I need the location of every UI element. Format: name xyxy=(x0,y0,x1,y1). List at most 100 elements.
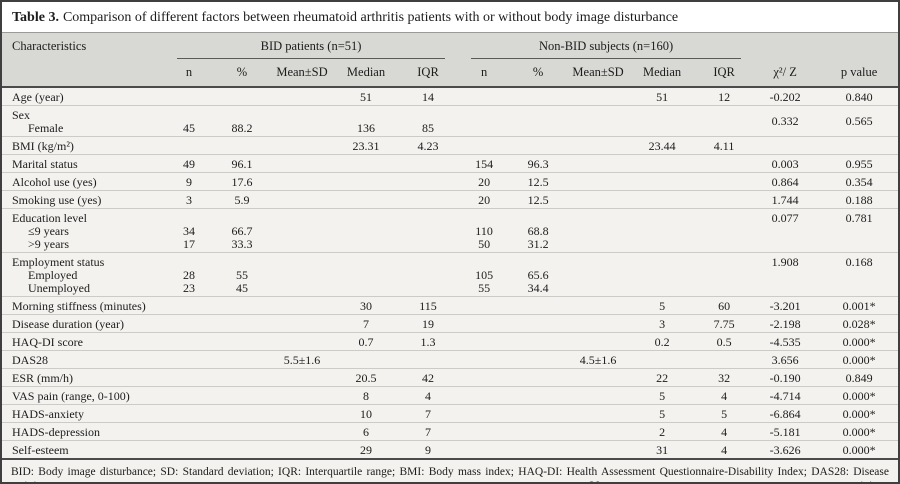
table-row: Self-esteem 29 9 31 4 -3.626 0.000* xyxy=(2,440,898,459)
value-cell xyxy=(458,423,510,441)
value-cell: 3 xyxy=(630,315,694,333)
value-cell xyxy=(270,369,334,387)
value-cell xyxy=(566,137,630,155)
subheader-row: n % Mean±SD Median IQR n % Mean±SD Media… xyxy=(2,60,898,87)
table-number: Table 3. xyxy=(12,10,59,25)
value-cell xyxy=(458,441,510,459)
value-cell: 20.5 xyxy=(334,369,398,387)
cell-line xyxy=(458,390,510,403)
value-cell: 12.5 xyxy=(510,191,566,209)
value-cell xyxy=(510,441,566,459)
value-cell: 7.75 xyxy=(694,315,754,333)
cell-line: -3.201 xyxy=(769,298,801,313)
cell-line xyxy=(164,318,214,331)
footnote-line-1: BID: Body image disturbance; SD: Standar… xyxy=(11,466,889,482)
table-footnote: BID: Body image disturbance; SD: Standar… xyxy=(2,458,898,482)
value-cell xyxy=(164,351,214,369)
cell-line xyxy=(458,140,510,153)
cell-line: 0.5 xyxy=(716,335,732,349)
row-label-cell: Alcohol use (yes) xyxy=(2,173,164,191)
cell-line: 0.000* xyxy=(842,388,876,403)
table-row: Disease duration (year) 7 19 3 7.75 -2.198 0… xyxy=(2,314,898,333)
cell-line xyxy=(630,158,694,171)
cell-line: 136 xyxy=(357,121,375,135)
value-cell xyxy=(630,351,694,369)
value-cell xyxy=(164,369,214,387)
cell-line: 0.000* xyxy=(842,406,876,421)
cell-line xyxy=(566,318,630,331)
cell-line xyxy=(458,300,510,313)
value-cell xyxy=(510,405,566,423)
value-cell: 9 xyxy=(398,441,458,459)
row-label-cell: HADS-anxiety xyxy=(2,405,164,423)
cell-line: 4.11 xyxy=(713,139,735,153)
value-cell: 20 xyxy=(458,191,510,209)
value-cell: 6 xyxy=(334,423,398,441)
cell-line xyxy=(334,354,398,367)
cell-line: 60 xyxy=(718,299,731,313)
cell-line: 4.23 xyxy=(417,139,439,153)
chi-square-z-cell: -3.626 xyxy=(754,441,816,459)
value-cell xyxy=(510,351,566,369)
value-cell xyxy=(398,351,458,369)
value-cell xyxy=(270,333,334,351)
value-cell xyxy=(398,253,458,297)
value-cell: 4 xyxy=(694,387,754,405)
value-cell xyxy=(510,297,566,315)
value-cell: 88.2 xyxy=(214,106,270,137)
value-cell: 45 xyxy=(164,106,214,137)
cell-line xyxy=(630,176,694,189)
chi-square-z-cell: 0.003 xyxy=(754,155,816,173)
cell-line xyxy=(694,158,754,171)
cell-line: Education level xyxy=(12,211,87,225)
table-row: Education level ≤9 years >9 years 34 17 66.… xyxy=(2,208,898,253)
chi-square-z-cell: 0.332 xyxy=(754,106,816,137)
cell-line: Unemployed xyxy=(28,281,90,295)
cell-line: 85 xyxy=(422,121,435,135)
bid-iqr-header: IQR xyxy=(417,65,439,79)
cell-line xyxy=(694,194,754,207)
cell-line: 0.000* xyxy=(842,352,876,367)
row-label-cell: Self-esteem xyxy=(2,441,164,459)
value-cell xyxy=(270,87,334,106)
cell-line: 105 xyxy=(475,268,494,282)
cell-line: 88.2 xyxy=(231,121,253,135)
value-cell xyxy=(458,405,510,423)
value-cell xyxy=(270,173,334,191)
row-label-cell: BMI (kg/m²) xyxy=(2,137,164,155)
cell-line: 1.3 xyxy=(420,335,436,349)
cell-line: 154 xyxy=(475,157,494,171)
value-cell: 55 45 xyxy=(214,253,270,297)
cell-line xyxy=(566,444,630,457)
value-cell: 29 xyxy=(334,441,398,459)
cell-line xyxy=(270,408,334,421)
cell-line: 23 xyxy=(183,281,195,295)
cell-line: 17.6 xyxy=(231,175,253,189)
p-value-cell: 0.000* xyxy=(816,333,898,351)
value-cell: 12 xyxy=(694,87,754,106)
cell-line: Sex xyxy=(12,108,30,122)
cell-line: 45 xyxy=(236,281,248,295)
value-cell: 34 17 xyxy=(164,209,214,253)
cell-line xyxy=(214,408,270,421)
cell-line: 0.028* xyxy=(842,316,876,331)
cell-line xyxy=(214,336,270,349)
cell-line: 0.7 xyxy=(358,335,374,349)
cell-line: 51 xyxy=(656,90,669,104)
cell-line: 96.3 xyxy=(527,157,549,171)
cell-line: 45 xyxy=(183,121,195,135)
row-label-cell: Morning stiffness (minutes) xyxy=(2,297,164,315)
value-cell xyxy=(694,351,754,369)
value-cell xyxy=(630,155,694,173)
value-cell xyxy=(164,297,214,315)
cell-line xyxy=(270,140,334,153)
cell-line: 0.955 xyxy=(845,156,873,171)
p-value-cell: 0.849 xyxy=(816,369,898,387)
cell-line: 33.3 xyxy=(231,237,253,251)
cell-line xyxy=(270,318,334,331)
chi-square-z-cell: -4.535 xyxy=(754,333,816,351)
chi-square-z-cell: -2.198 xyxy=(754,315,816,333)
value-cell: 49 xyxy=(164,155,214,173)
value-cell xyxy=(566,253,630,297)
cell-line xyxy=(334,194,398,207)
